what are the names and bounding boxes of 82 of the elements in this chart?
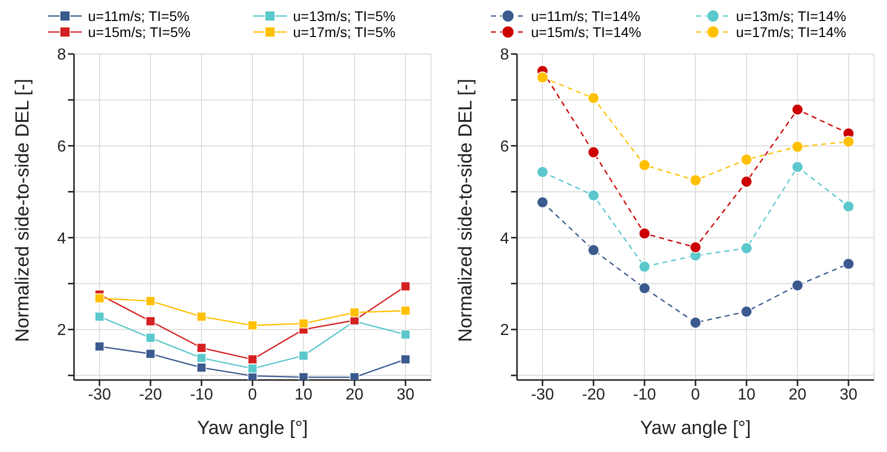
point xyxy=(792,104,804,116)
x-axis-title: Yaw angle [°] xyxy=(197,418,308,439)
x-tick-label: 20 xyxy=(346,386,364,404)
legend-label: u=17m/s; TI=5% xyxy=(293,24,396,40)
legend-label: u=11m/s; TI=5% xyxy=(88,8,190,24)
y-tick-label: 2 xyxy=(57,322,66,340)
point xyxy=(792,280,804,292)
legend-label: u=15m/s; TI=14% xyxy=(531,24,642,40)
point xyxy=(298,350,308,361)
point xyxy=(690,174,702,186)
point xyxy=(400,330,410,340)
point xyxy=(146,332,156,343)
point xyxy=(842,200,854,212)
point xyxy=(740,242,752,254)
point xyxy=(298,318,308,328)
x-tick-label: -20 xyxy=(582,386,606,404)
x-axis-title: Yaw angle [°] xyxy=(640,418,751,439)
y-tick-label: 6 xyxy=(500,138,510,156)
point xyxy=(94,342,104,352)
x-tick-label: -10 xyxy=(632,386,656,404)
x-tick-label: 0 xyxy=(691,386,700,404)
point xyxy=(588,244,600,256)
point xyxy=(146,348,156,359)
x-tick-label: 10 xyxy=(738,386,756,404)
point xyxy=(196,312,206,322)
point xyxy=(196,342,206,353)
point xyxy=(536,72,548,84)
y-tick-label: 6 xyxy=(57,138,66,156)
point xyxy=(638,282,650,294)
point xyxy=(146,296,156,306)
point xyxy=(842,258,854,270)
point xyxy=(740,176,752,188)
point xyxy=(690,316,702,329)
point xyxy=(400,281,410,292)
x-tick-label: -30 xyxy=(530,386,554,404)
y-tick-label: 4 xyxy=(500,230,510,248)
point xyxy=(400,354,410,364)
point xyxy=(196,353,206,363)
point xyxy=(740,306,752,318)
point xyxy=(588,190,600,202)
point xyxy=(588,92,600,104)
point xyxy=(638,159,650,172)
point xyxy=(94,293,104,304)
y-tick-label: 8 xyxy=(57,46,66,64)
x-tick-label: 30 xyxy=(840,386,858,404)
point xyxy=(248,320,258,330)
y-tick-label: 8 xyxy=(500,46,510,64)
x-tick-label: 10 xyxy=(294,386,312,404)
point xyxy=(248,354,258,364)
point xyxy=(298,372,308,380)
point xyxy=(248,364,258,374)
legend-label: u=11m/s; TI=14% xyxy=(531,8,640,24)
point xyxy=(638,228,650,240)
y-tick-label: 2 xyxy=(500,322,510,340)
x-tick-label: -20 xyxy=(138,386,162,404)
point xyxy=(588,146,600,158)
x-tick-label: 20 xyxy=(788,386,806,404)
y-axis-title: Normalized side-to-side DEL [-] xyxy=(456,78,477,342)
point xyxy=(146,316,156,326)
point xyxy=(350,372,360,380)
point xyxy=(842,136,854,148)
legend-label: u=13m/s; TI=5% xyxy=(293,8,396,24)
legend-label: u=15m/s; TI=5% xyxy=(88,24,190,40)
y-tick-label: 4 xyxy=(57,230,66,248)
point xyxy=(740,154,752,166)
x-tick-label: -10 xyxy=(190,386,214,404)
point xyxy=(400,306,410,316)
point xyxy=(536,166,548,178)
x-tick-label: -30 xyxy=(88,386,112,404)
point xyxy=(638,260,650,272)
y-axis-title: Normalized side-to-side DEL [-] xyxy=(12,78,34,342)
point xyxy=(94,312,104,322)
point xyxy=(792,161,804,173)
legend-label: u=13m/s; TI=14% xyxy=(736,8,846,24)
point xyxy=(196,362,206,373)
point xyxy=(690,241,702,254)
point xyxy=(350,308,360,318)
legend-label: u=17m/s; TI=14% xyxy=(736,24,846,40)
x-tick-label: 30 xyxy=(396,386,414,404)
point xyxy=(792,140,804,153)
point xyxy=(536,196,548,208)
x-tick-label: 0 xyxy=(248,386,258,404)
